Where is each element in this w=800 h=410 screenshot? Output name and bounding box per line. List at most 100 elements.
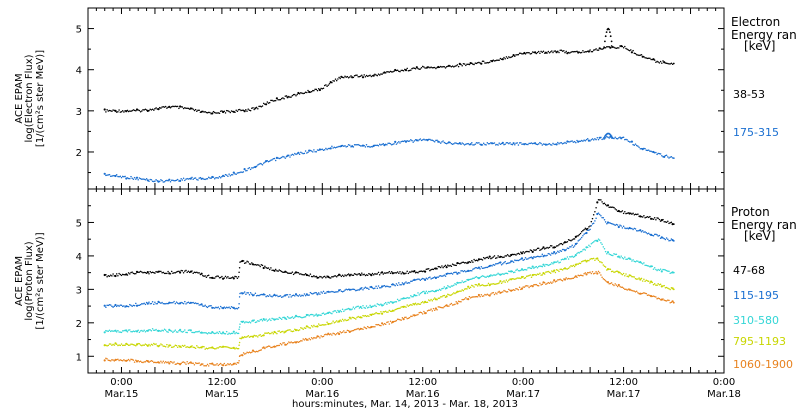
data-point <box>316 149 319 151</box>
data-point <box>567 247 570 250</box>
data-point <box>591 257 594 260</box>
data-point <box>160 343 162 345</box>
data-point <box>218 307 221 310</box>
data-point <box>150 109 153 111</box>
data-point <box>280 343 283 346</box>
data-point <box>383 284 386 287</box>
data-point <box>515 254 517 256</box>
data-point <box>316 293 319 296</box>
data-point <box>168 362 171 365</box>
data-point <box>399 283 401 286</box>
data-point <box>227 276 229 278</box>
data-point <box>325 323 327 326</box>
data-point <box>166 302 168 305</box>
data-point <box>172 331 174 334</box>
data-point <box>200 303 203 306</box>
data-point <box>115 111 118 113</box>
data-point <box>640 292 643 295</box>
data-point <box>164 105 167 108</box>
data-point <box>247 261 250 263</box>
data-point <box>480 265 483 268</box>
data-point <box>333 291 336 293</box>
data-point <box>421 139 424 141</box>
data-point <box>185 269 187 272</box>
y-tick-label: 3 <box>76 285 82 296</box>
data-point <box>276 269 278 272</box>
data-point <box>252 167 254 169</box>
data-point <box>621 45 624 48</box>
data-point <box>425 290 428 292</box>
data-point <box>334 291 337 293</box>
data-point <box>174 271 177 274</box>
data-point <box>401 316 404 319</box>
data-point <box>203 331 205 334</box>
data-point <box>261 319 264 322</box>
data-point <box>314 325 316 328</box>
data-point <box>555 261 558 263</box>
data-point <box>162 181 165 183</box>
data-point <box>457 65 460 68</box>
data-point <box>608 206 610 208</box>
data-point <box>325 147 327 150</box>
data-point <box>572 238 575 240</box>
data-point <box>394 140 397 143</box>
data-point <box>303 92 306 95</box>
data-point <box>107 174 110 176</box>
data-point <box>468 278 471 281</box>
data-point <box>216 331 218 333</box>
data-point <box>426 268 429 270</box>
data-point <box>655 218 657 221</box>
data-point <box>227 175 229 177</box>
data-point <box>627 276 630 278</box>
data-point <box>564 51 566 54</box>
data-point <box>554 280 557 283</box>
data-point <box>266 267 269 269</box>
data-point <box>450 294 453 296</box>
data-point <box>472 296 474 298</box>
data-point <box>161 361 163 364</box>
data-point <box>189 107 192 110</box>
data-point <box>586 259 589 262</box>
data-point <box>477 293 480 297</box>
data-point <box>669 156 671 158</box>
data-point <box>425 277 428 279</box>
data-point <box>559 142 561 144</box>
data-point <box>537 265 540 268</box>
data-point <box>557 141 559 144</box>
data-point <box>340 290 343 293</box>
data-point <box>127 344 130 346</box>
data-point <box>129 303 131 306</box>
data-point <box>662 268 664 271</box>
data-point <box>260 335 263 337</box>
data-point <box>476 295 479 298</box>
data-point <box>106 108 108 111</box>
data-point <box>443 294 446 297</box>
data-point <box>406 304 408 306</box>
data-point <box>112 174 114 177</box>
data-point <box>223 332 226 335</box>
data-point <box>211 362 214 365</box>
data-point <box>225 330 228 333</box>
data-point <box>644 264 646 267</box>
data-point <box>266 320 269 322</box>
data-point <box>321 87 324 90</box>
data-point <box>401 271 404 273</box>
data-point <box>228 346 230 349</box>
data-point <box>516 253 518 255</box>
data-point <box>435 139 437 142</box>
data-point <box>509 56 511 59</box>
data-point <box>180 346 182 348</box>
data-point <box>148 180 150 182</box>
data-point <box>151 360 154 362</box>
data-point <box>569 52 571 54</box>
data-point <box>351 308 353 310</box>
data-point <box>319 324 321 327</box>
data-point <box>399 307 401 309</box>
data-point <box>645 292 648 295</box>
data-point <box>396 271 399 273</box>
data-point <box>559 268 561 270</box>
data-point <box>164 272 167 275</box>
data-point <box>364 327 367 329</box>
data-point <box>149 303 151 305</box>
data-point <box>398 70 400 72</box>
